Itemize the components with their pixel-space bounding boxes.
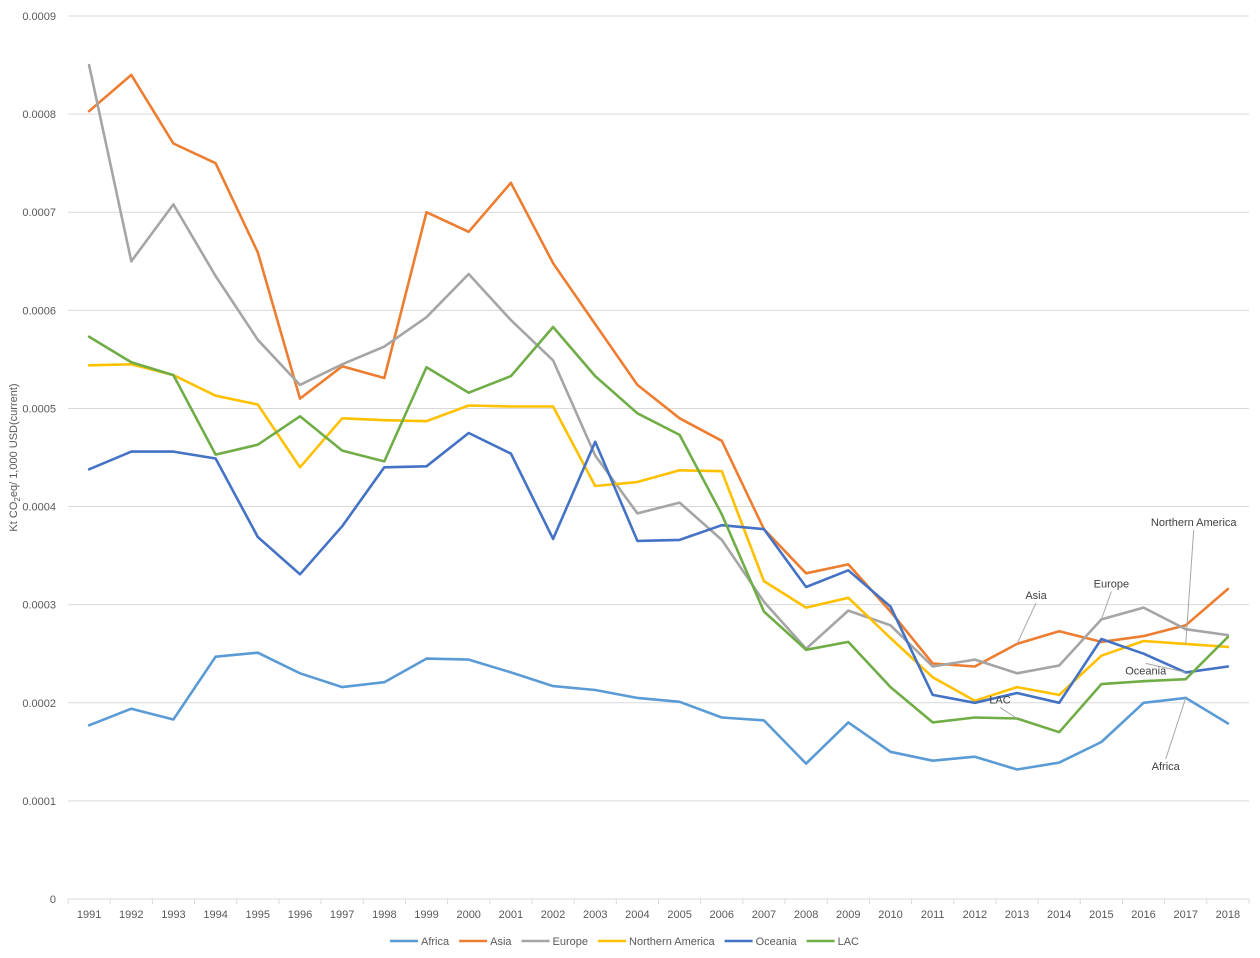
annotation-label: Oceania [1125,665,1167,677]
y-tick-label: 0.0009 [22,11,56,23]
x-tick-label: 1998 [372,909,396,921]
x-tick-label: 2016 [1131,909,1155,921]
legend-entry-lac: LAC [838,936,859,948]
legend: Africa Asia Europe Northern America Oceania L… [390,936,859,948]
x-tick-label: 1991 [77,909,101,921]
x-tick-label: 2001 [499,909,523,921]
y-axis-title: Kt CO2eq/ 1,000 USD(current) [8,383,22,531]
x-tick-label: 1992 [119,909,143,921]
legend-entry-oceania: Oceania [756,936,798,948]
x-tick-label: 1999 [414,909,438,921]
x-tick-label: 2008 [794,909,818,921]
y-tick-label: 0.0003 [22,600,56,612]
annotation-label: Africa [1152,761,1181,773]
annotation-label: Europe [1094,578,1129,590]
annotation-label: Northern America [1151,517,1237,529]
x-tick-label: 2017 [1173,909,1197,921]
annotation-leader [1165,697,1187,760]
x-tick-label: 2015 [1089,909,1113,921]
legend-entry-europe: Europe [553,936,588,948]
x-tick-label: 1995 [246,909,270,921]
x-tick-label: 1996 [288,909,312,921]
series-line-europe [87,63,1230,675]
x-tick-label: 2002 [541,909,565,921]
legend-entry-northern-america: Northern America [629,936,715,948]
y-tick-label: 0.0001 [22,796,56,808]
x-tick-label: 2009 [836,909,860,921]
x-tick-label: 2003 [583,909,607,921]
y-tick-label: 0.0008 [22,109,56,121]
legend-entry-africa: Africa [421,936,450,948]
x-tick-label: 2004 [625,909,649,921]
x-tick-label: 2011 [921,909,945,921]
y-tick-label: 0.0004 [22,502,56,514]
gridlines [68,15,1249,802]
annotations: Northern America Europe Asia Oceania LAC Afri… [989,517,1237,773]
axes: 0 0.0001 0.0002 0.0003 0.0004 0.0005 0.0006 0.0… [8,11,1250,921]
x-tick-label: 2007 [752,909,776,921]
series-line-africa [87,651,1230,771]
x-tick-label: 1994 [203,909,227,921]
annotation-leader [1016,602,1037,645]
x-tick-label: 2005 [667,909,691,921]
annotation-leader [1185,529,1195,644]
series-line-lac [87,325,1230,734]
annotation-leader [1145,662,1186,673]
y-tick-label: 0.0007 [22,207,56,219]
annotation-leader [1100,591,1112,620]
y-tick-label: 0 [50,894,56,906]
series-lines [87,63,1230,771]
legend-entry-asia: Asia [490,936,512,948]
annotation-leader [999,707,1018,719]
y-tick-label: 0.0005 [22,403,56,415]
series-line-northern-america [87,362,1230,703]
series-line-asia [87,73,1230,668]
series-line-oceania [87,431,1230,705]
y-tick-label: 0.0002 [22,698,56,710]
x-tick-label: 2006 [710,909,734,921]
x-tick-label: 2010 [878,909,902,921]
x-tick-label: 2012 [963,909,987,921]
x-tick-label: 2018 [1216,909,1240,921]
annotation-label: Asia [1025,590,1047,602]
x-tick-label: 1997 [330,909,354,921]
y-tick-label: 0.0006 [22,305,56,317]
annotation-label: LAC [989,694,1010,706]
x-tick-label: 2013 [1005,909,1029,921]
x-tick-label: 2014 [1047,909,1071,921]
x-tick-label: 2000 [456,909,480,921]
x-tick-label: 1993 [161,909,185,921]
